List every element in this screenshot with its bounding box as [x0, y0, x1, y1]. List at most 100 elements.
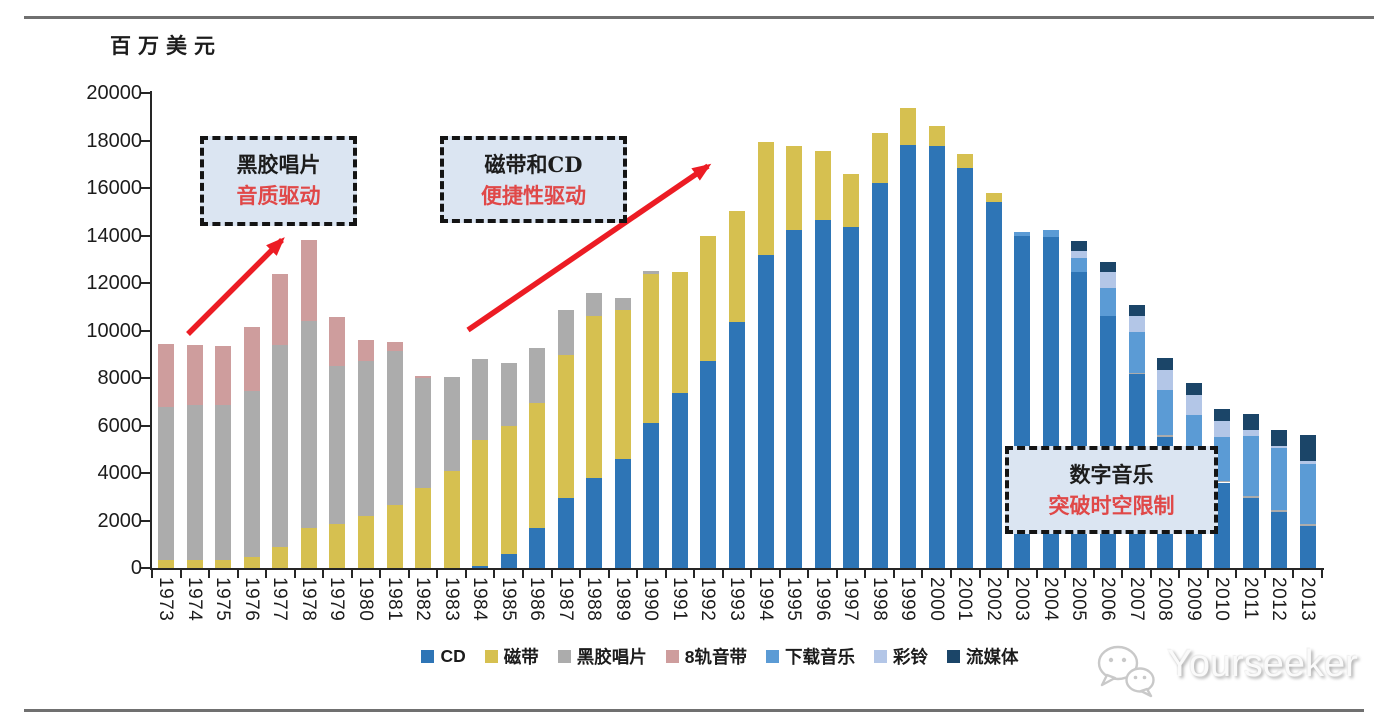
- x-tick-label-1974: 1974: [183, 577, 205, 622]
- y-tick: [141, 92, 150, 94]
- bar-segment-1993-CD: [729, 322, 745, 568]
- annotation-line1: 磁带和CD: [484, 152, 583, 177]
- y-tick-label: 0: [130, 557, 142, 579]
- y-tick: [141, 567, 150, 569]
- bar-segment-1976-磁带: [243, 557, 260, 568]
- y-axis-unit-label: 百万美元: [110, 33, 222, 58]
- legend-item-流媒体: 流媒体: [947, 644, 1019, 669]
- y-tick-label: 12000: [86, 272, 142, 294]
- bar-segment-1982-8轨音带: [415, 375, 432, 378]
- bar-segment-2008-下载音乐: [1157, 390, 1174, 436]
- bar-segment-2010-下载音乐: [1214, 436, 1231, 481]
- bar-segment-1978-黑胶唱片: [300, 321, 317, 528]
- x-tick-label-1979: 1979: [326, 577, 348, 622]
- x-tick-label-1977: 1977: [269, 577, 291, 622]
- annotation-line1: 数字音乐: [1069, 462, 1154, 487]
- bar-segment-2005-流媒体: [1071, 241, 1088, 251]
- x-tick-label-1995: 1995: [783, 577, 805, 622]
- bar-segment-2002-CD: [985, 202, 1002, 568]
- legend-label: 8轨音带: [684, 647, 747, 667]
- bar-segment-1990-CD: [643, 423, 660, 568]
- bar-segment-2007-彩铃: [1128, 316, 1145, 333]
- x-tick: [636, 570, 639, 578]
- x-tick-label-2007: 2007: [1125, 577, 1147, 622]
- bar-segment-1980-黑胶唱片: [358, 361, 375, 516]
- annotation-line1: 黑胶唱片: [236, 152, 321, 177]
- bar-segment-1984-磁带: [472, 439, 489, 566]
- x-tick: [750, 570, 753, 578]
- bar-segment-2010-CD: [1214, 482, 1231, 568]
- bar-segment-2010-流媒体: [1214, 409, 1231, 422]
- annotation-line2: 便捷性驱动: [481, 183, 586, 208]
- bar-segment-2012-流媒体: [1271, 430, 1288, 446]
- legend-swatch: [947, 650, 960, 663]
- bar-segment-2006-流媒体: [1099, 261, 1116, 273]
- x-tick: [778, 570, 781, 578]
- y-tick: [141, 282, 150, 284]
- y-tick: [141, 187, 150, 189]
- bar-segment-1987-磁带: [557, 355, 574, 498]
- y-tick-label: 16000: [86, 177, 142, 199]
- bar-segment-1999-磁带: [900, 108, 917, 146]
- bar-segment-2009-流媒体: [1185, 383, 1202, 396]
- x-tick-label-1983: 1983: [440, 577, 462, 622]
- bar-segment-1973-磁带: [158, 559, 175, 568]
- bar-segment-2011-彩铃: [1242, 430, 1259, 437]
- bar-segment-1990-磁带: [643, 273, 660, 424]
- x-tick: [208, 570, 211, 578]
- bar-segment-1986-CD: [529, 527, 546, 568]
- x-tick-label-1975: 1975: [212, 577, 234, 622]
- bar-segment-2008-流媒体: [1157, 358, 1174, 371]
- bar-segment-1987-CD: [557, 497, 574, 568]
- y-tick-label: 20000: [86, 82, 142, 104]
- x-tick: [379, 570, 382, 578]
- bar-segment-1984-CD: [472, 565, 489, 568]
- x-tick: [521, 570, 524, 578]
- bar-segment-2007-黑胶唱片: [1128, 372, 1145, 375]
- x-tick-label-1997: 1997: [840, 577, 862, 622]
- bar-segment-1981-黑胶唱片: [386, 350, 403, 506]
- bar-segment-2000-CD: [928, 146, 945, 568]
- x-tick: [1121, 570, 1124, 578]
- bar-segment-1996-磁带: [814, 151, 831, 221]
- bar-segment-1992-CD: [700, 361, 717, 568]
- bar-segment-1990-黑胶唱片: [643, 271, 660, 274]
- bar-segment-1994-磁带: [757, 141, 774, 255]
- y-tick: [141, 472, 150, 474]
- bar-segment-2011-CD: [1242, 497, 1259, 568]
- bar-segment-2001-CD: [957, 167, 974, 568]
- bar-segment-1985-CD: [500, 553, 517, 568]
- bar-segment-2001-磁带: [957, 153, 974, 168]
- bar-segment-2007-下载音乐: [1128, 332, 1145, 373]
- y-tick: [141, 139, 150, 142]
- x-tick: [1292, 570, 1295, 578]
- x-tick: [550, 570, 553, 578]
- x-tick-label-2004: 2004: [1039, 577, 1061, 622]
- y-axis-line: [150, 91, 152, 570]
- legend-item-黑胶唱片: 黑胶唱片: [557, 644, 647, 669]
- wechat-bubbles-icon: [1097, 645, 1155, 698]
- trend-arrow-vinyl: [186, 237, 285, 336]
- bar-segment-1977-黑胶唱片: [272, 344, 289, 547]
- x-tick: [721, 570, 724, 578]
- x-tick-label-1980: 1980: [355, 577, 377, 622]
- bar-segment-1986-磁带: [529, 402, 546, 528]
- x-tick-label-1981: 1981: [383, 577, 405, 622]
- bar-segment-2013-下载音乐: [1299, 463, 1316, 525]
- bar-segment-1975-黑胶唱片: [215, 405, 232, 560]
- legend-label: 黑胶唱片: [576, 647, 647, 667]
- bar-segment-1980-8轨音带: [358, 340, 375, 362]
- x-tick: [1064, 570, 1067, 578]
- x-tick-label-1976: 1976: [240, 577, 262, 622]
- x-tick: [950, 570, 953, 578]
- x-tick-label-2006: 2006: [1096, 577, 1118, 622]
- bar-segment-1977-8轨音带: [272, 273, 289, 345]
- bar-segment-2013-CD: [1299, 526, 1316, 568]
- x-tick: [1178, 570, 1181, 578]
- x-tick-label-1993: 1993: [726, 577, 747, 622]
- y-tick: [141, 519, 150, 522]
- x-tick-label-1978: 1978: [297, 577, 319, 622]
- bar-segment-1995-CD: [786, 229, 803, 568]
- bar-segment-1988-CD: [586, 477, 603, 568]
- x-tick: [1235, 570, 1238, 578]
